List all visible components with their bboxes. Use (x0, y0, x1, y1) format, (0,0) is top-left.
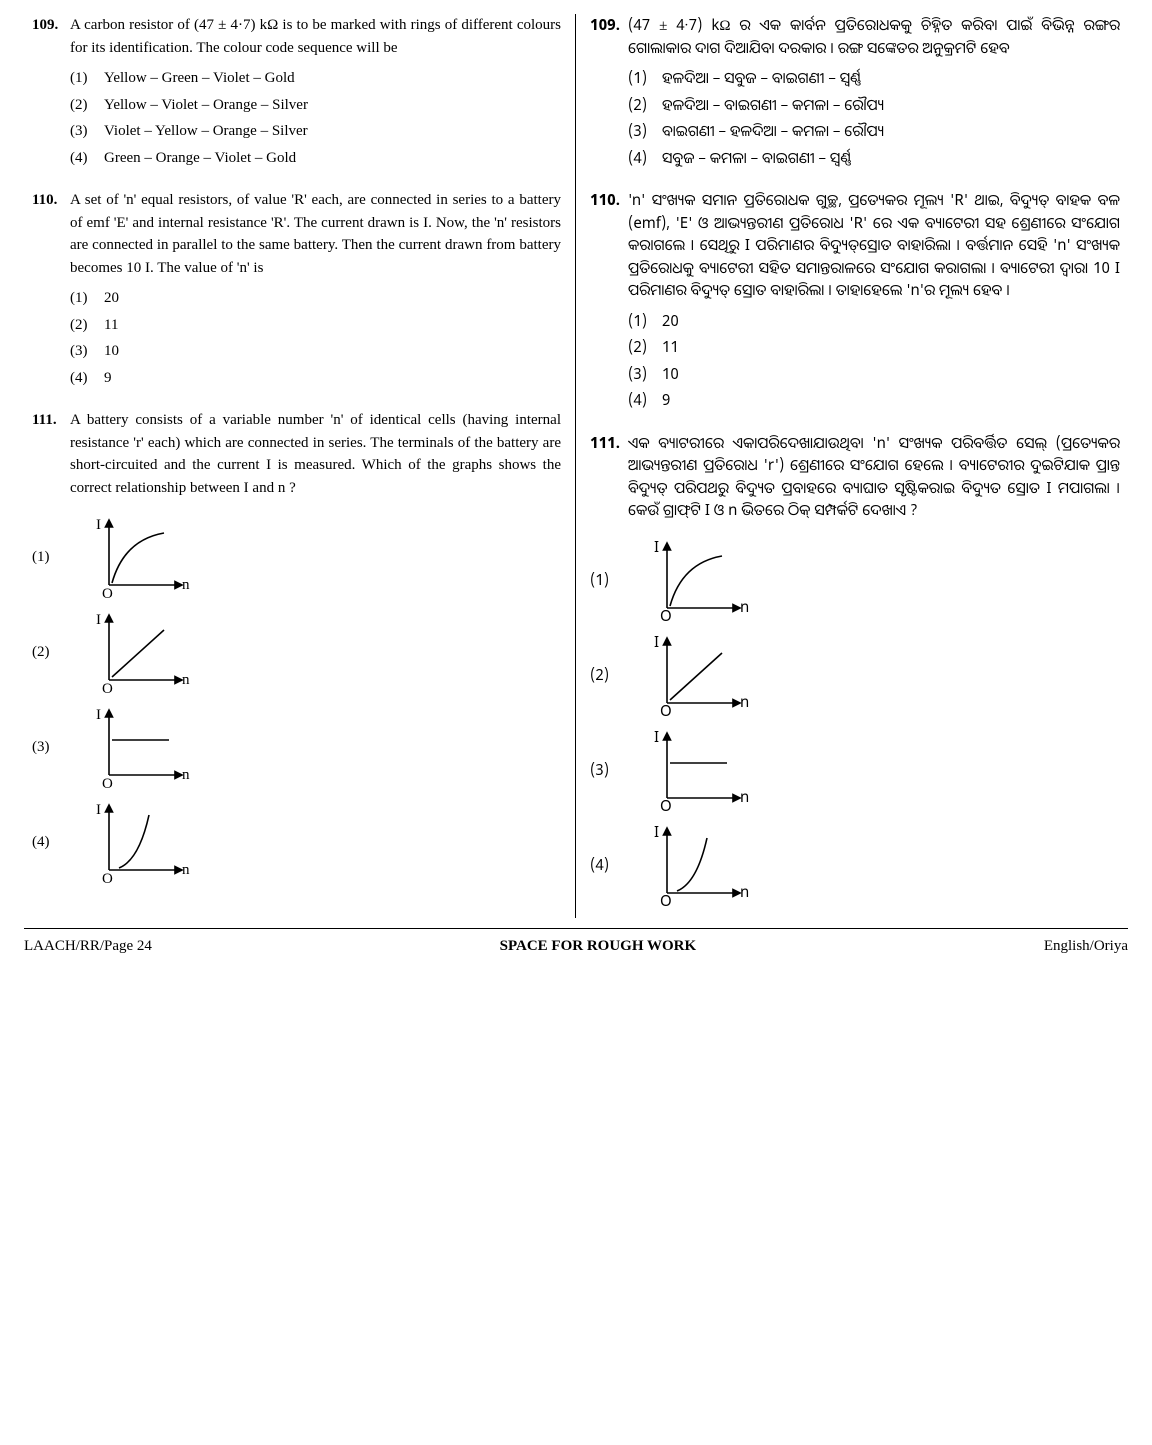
svg-text:n: n (182, 767, 190, 783)
question-number: 110. (590, 189, 628, 416)
option-1: (1)20 (628, 310, 1120, 333)
graph-2-icon: I O n (642, 633, 752, 718)
svg-text:I: I (96, 612, 101, 628)
svg-text:I: I (96, 802, 101, 818)
question-text: 'n' ସଂଖ୍ୟକ ସମାନ ପ୍ରତିରୋଧକ ଗୁଚ୍ଛ, ପ୍ରତ୍ୟେ… (628, 190, 1120, 300)
footer-left: LAACH/RR/Page 24 (24, 935, 152, 958)
question-109-or: 109. (47 ± 4·7) kΩ ର ଏକ କାର୍ବନ ପ୍ରତିରୋଧକ… (590, 14, 1120, 173)
graph-option-1: (1) I O n (590, 538, 1120, 623)
question-body: ଏକ ବ୍ୟାଟରୀରେ ଏକାପରିଦେଖାଯାଉଥିବା 'n' ସଂଖ୍ୟ… (628, 432, 1120, 522)
option-3: (3)ବାଇଗଣୀ – ହଳଦିଆ – କମଳା – ରୌପ୍ୟ (628, 120, 1120, 143)
svg-text:I: I (96, 517, 101, 533)
graph-4-icon: I O n (84, 800, 194, 885)
left-column: 109. A carbon resistor of (47 ± 4·7) kΩ … (24, 14, 576, 918)
right-column: 109. (47 ± 4·7) kΩ ର ଏକ କାର୍ବନ ପ୍ରତିରୋଧକ… (576, 14, 1128, 918)
svg-text:O: O (102, 871, 113, 885)
svg-text:n: n (182, 577, 190, 593)
question-text: ଏକ ବ୍ୟାଟରୀରେ ଏକାପରିଦେଖାଯାଉଥିବା 'n' ସଂଖ୍ୟ… (628, 433, 1120, 521)
question-body: A carbon resistor of (47 ± 4·7) kΩ is to… (70, 14, 561, 173)
option-1: (1)ହଳଦିଆ – ସବୁଜ – ବାଇଗଣୀ – ସ୍ୱର୍ଣ୍ଣ (628, 67, 1120, 90)
graph-options-right: (1) I O n (2) I O (590, 538, 1120, 908)
option-3: (3)10 (70, 340, 561, 363)
question-body: (47 ± 4·7) kΩ ର ଏକ କାର୍ବନ ପ୍ରତିରୋଧକକୁ ଚି… (628, 14, 1120, 173)
graph-option-2: (2) I O n (590, 633, 1120, 718)
graph-option-3: (3) I O n (590, 728, 1120, 813)
question-body: 'n' ସଂଖ୍ୟକ ସମାନ ପ୍ରତିରୋଧକ ଗୁଚ୍ଛ, ପ୍ରତ୍ୟେ… (628, 189, 1120, 416)
options-list: (1)Yellow – Green – Violet – Gold (2)Yel… (70, 67, 561, 169)
question-number: 109. (32, 14, 70, 173)
svg-text:I: I (654, 823, 659, 842)
question-number: 109. (590, 14, 628, 173)
question-number: 111. (590, 432, 628, 522)
graph-3-icon: I O n (84, 705, 194, 790)
svg-text:I: I (654, 728, 659, 747)
svg-text:n: n (182, 862, 190, 878)
question-text: A set of 'n' equal resistors, of value '… (70, 192, 561, 276)
option-2: (2)ହଳଦିଆ – ବାଇଗଣୀ – କମଳା – ରୌପ୍ୟ (628, 94, 1120, 117)
svg-text:O: O (102, 586, 113, 600)
question-text: (47 ± 4·7) kΩ ର ଏକ କାର୍ବନ ପ୍ରତିରୋଧକକୁ ଚି… (628, 15, 1120, 58)
graph-options-left: (1) I O n (2) I O (32, 515, 561, 885)
question-111-en: 111. A battery consists of a variable nu… (32, 409, 561, 499)
graph-option-3: (3) I O n (32, 705, 561, 790)
graph-2-icon: I O n (84, 610, 194, 695)
option-2: (2)11 (70, 314, 561, 337)
svg-text:n: n (182, 672, 190, 688)
option-1: (1)Yellow – Green – Violet – Gold (70, 67, 561, 90)
graph-3-icon: I O n (642, 728, 752, 813)
graph-option-4: (4) I O n (32, 800, 561, 885)
option-4: (4)Green – Orange – Violet – Gold (70, 147, 561, 170)
graph-1-icon: I O n (84, 515, 194, 600)
svg-text:n: n (740, 787, 749, 807)
question-text: A carbon resistor of (47 ± 4·7) kΩ is to… (70, 17, 561, 56)
svg-text:O: O (660, 606, 672, 623)
footer-right: English/Oriya (1044, 935, 1128, 958)
graph-4-icon: I O n (642, 823, 752, 908)
options-list: (1)ହଳଦିଆ – ସବୁଜ – ବାଇଗଣୀ – ସ୍ୱର୍ଣ୍ଣ (2)ହ… (628, 67, 1120, 169)
question-number: 110. (32, 189, 70, 393)
svg-text:n: n (740, 692, 749, 712)
option-3: (3)Violet – Yellow – Orange – Silver (70, 120, 561, 143)
question-110-or: 110. 'n' ସଂଖ୍ୟକ ସମାନ ପ୍ରତିରୋଧକ ଗୁଚ୍ଛ, ପ୍… (590, 189, 1120, 416)
question-109-en: 109. A carbon resistor of (47 ± 4·7) kΩ … (32, 14, 561, 173)
footer-center: SPACE FOR ROUGH WORK (500, 935, 697, 958)
option-1: (1)20 (70, 287, 561, 310)
svg-text:I: I (654, 633, 659, 652)
option-4: (4)9 (628, 389, 1120, 412)
option-4: (4)9 (70, 367, 561, 390)
svg-text:n: n (740, 597, 749, 617)
options-list: (1)20 (2)11 (3)10 (4)9 (628, 310, 1120, 412)
option-2: (2)Yellow – Violet – Orange – Silver (70, 94, 561, 117)
svg-text:O: O (102, 681, 113, 695)
option-2: (2)11 (628, 336, 1120, 359)
svg-text:I: I (96, 707, 101, 723)
graph-option-2: (2) I O n (32, 610, 561, 695)
page-footer: LAACH/RR/Page 24 SPACE FOR ROUGH WORK En… (24, 928, 1128, 958)
svg-text:I: I (654, 538, 659, 557)
question-text: A battery consists of a variable number … (70, 412, 561, 496)
graph-option-1: (1) I O n (32, 515, 561, 600)
question-110-en: 110. A set of 'n' equal resistors, of va… (32, 189, 561, 393)
svg-text:O: O (660, 891, 672, 908)
graph-1-icon: I O n (642, 538, 752, 623)
question-body: A set of 'n' equal resistors, of value '… (70, 189, 561, 393)
svg-text:O: O (660, 701, 672, 718)
options-list: (1)20 (2)11 (3)10 (4)9 (70, 287, 561, 389)
question-number: 111. (32, 409, 70, 499)
graph-option-4: (4) I O n (590, 823, 1120, 908)
option-4: (4)ସବୁଜ – କମଳା – ବାଇଗଣୀ – ସ୍ୱର୍ଣ୍ଣ (628, 147, 1120, 170)
question-111-or: 111. ଏକ ବ୍ୟାଟରୀରେ ଏକାପରିଦେଖାଯାଉଥିବା 'n' … (590, 432, 1120, 522)
option-3: (3)10 (628, 363, 1120, 386)
question-body: A battery consists of a variable number … (70, 409, 561, 499)
svg-text:O: O (660, 796, 672, 813)
svg-text:O: O (102, 776, 113, 790)
svg-text:n: n (740, 882, 749, 902)
